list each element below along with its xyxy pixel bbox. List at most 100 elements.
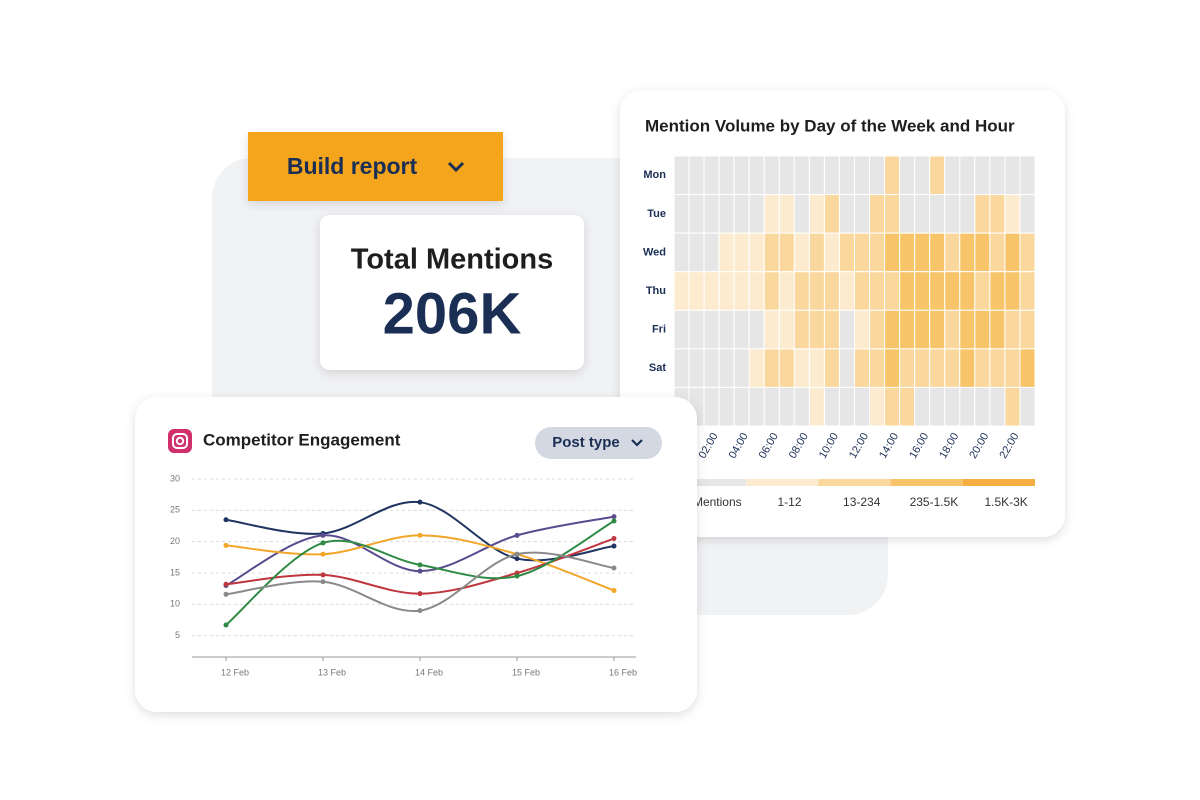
heat-cell (899, 386, 916, 427)
heat-cell (793, 348, 810, 388)
heat-cell (808, 232, 825, 273)
heat-cell (869, 386, 886, 427)
heat-cell (703, 271, 720, 311)
heat-cell (733, 348, 750, 388)
heat-cell (1004, 194, 1021, 234)
heat-cell (823, 348, 840, 388)
heat-cell (959, 386, 976, 427)
heat-cell (763, 309, 780, 350)
legend-swatch (962, 479, 1035, 486)
point (320, 572, 326, 578)
heat-cell (733, 155, 750, 196)
heat-cell (703, 232, 720, 273)
card-bg (320, 215, 584, 370)
point (417, 562, 423, 568)
heat-cell (793, 386, 810, 427)
heat-cell (1019, 271, 1036, 311)
point (320, 532, 326, 538)
point (223, 591, 229, 597)
heat-cell (673, 232, 690, 273)
heat-cell (929, 194, 946, 234)
heat-cell (718, 309, 735, 350)
heat-cell (989, 309, 1006, 350)
x-tick-label: 15 Feb (512, 667, 540, 677)
heat-cell (914, 271, 931, 311)
build-report-button[interactable]: Build report (248, 132, 503, 201)
heat-cell (974, 155, 991, 196)
y-tick-label: 10 (170, 599, 180, 609)
chevron (447, 161, 465, 173)
heat-cell (748, 348, 765, 388)
legend-label: 1-12 (778, 495, 802, 509)
heat-cell (823, 194, 840, 234)
heat-cell (974, 309, 991, 350)
heat-cell (718, 155, 735, 196)
y-tick-label: Wed (643, 246, 666, 258)
heat-cell (944, 386, 961, 427)
heat-cell (1004, 386, 1021, 427)
heat-cell (748, 232, 765, 273)
heat-cell (838, 194, 855, 234)
heat-cell (974, 386, 991, 427)
heat-cell (854, 271, 871, 311)
legend-swatch (674, 479, 747, 486)
heat-cell (989, 155, 1006, 196)
heat-cell (854, 348, 871, 388)
y-tick-label: Fri (652, 323, 666, 335)
heat-cell (959, 194, 976, 234)
heat-cell (778, 309, 795, 350)
heat-cell (959, 155, 976, 196)
heat-cell (929, 348, 946, 388)
heat-cell (914, 232, 931, 273)
point (417, 591, 423, 597)
point (514, 551, 520, 557)
heat-cell (763, 348, 780, 388)
point (417, 532, 423, 538)
heat-cell (914, 155, 931, 196)
point (514, 573, 520, 579)
heat-cell (869, 194, 886, 234)
heat-cell (673, 309, 690, 350)
heat-cell (974, 194, 991, 234)
y-tick-label: 25 (170, 505, 180, 515)
heat-cell (703, 386, 720, 427)
heat-cell (884, 155, 901, 196)
heat-cell (733, 232, 750, 273)
post-type-filter[interactable]: Post type (535, 427, 662, 459)
heat-cell (914, 386, 931, 427)
heat-cell (778, 348, 795, 388)
heat-cell (823, 232, 840, 273)
heat-cell (899, 232, 916, 273)
heat-cell (944, 155, 961, 196)
heat-cell (793, 232, 810, 273)
heat-cell (748, 309, 765, 350)
heat-cell (1004, 271, 1021, 311)
heat-cell (823, 155, 840, 196)
heat-cell (884, 232, 901, 273)
point (320, 579, 326, 585)
y-tick-label: Thu (646, 285, 666, 297)
heat-cell (718, 386, 735, 427)
heat-cell (688, 348, 705, 388)
point (417, 608, 423, 614)
heat-cell (673, 194, 690, 234)
legend-swatch (818, 479, 891, 486)
legend-swatch (890, 479, 963, 486)
heat-cell (673, 271, 690, 311)
heat-cell (929, 271, 946, 311)
heat-cell (1019, 386, 1036, 427)
heat-cell (748, 271, 765, 311)
heat-cell (1019, 155, 1036, 196)
heat-cell (869, 271, 886, 311)
heat-cell (823, 309, 840, 350)
heat-cell (763, 386, 780, 427)
point (611, 588, 617, 594)
heat-cell (823, 271, 840, 311)
x-tick-label: 12 Feb (221, 667, 249, 677)
heat-cell (989, 232, 1006, 273)
y-tick-label: 30 (170, 473, 180, 483)
legend-label: 235-1.5K (910, 495, 959, 509)
heat-cell (944, 232, 961, 273)
heat-cell (944, 309, 961, 350)
